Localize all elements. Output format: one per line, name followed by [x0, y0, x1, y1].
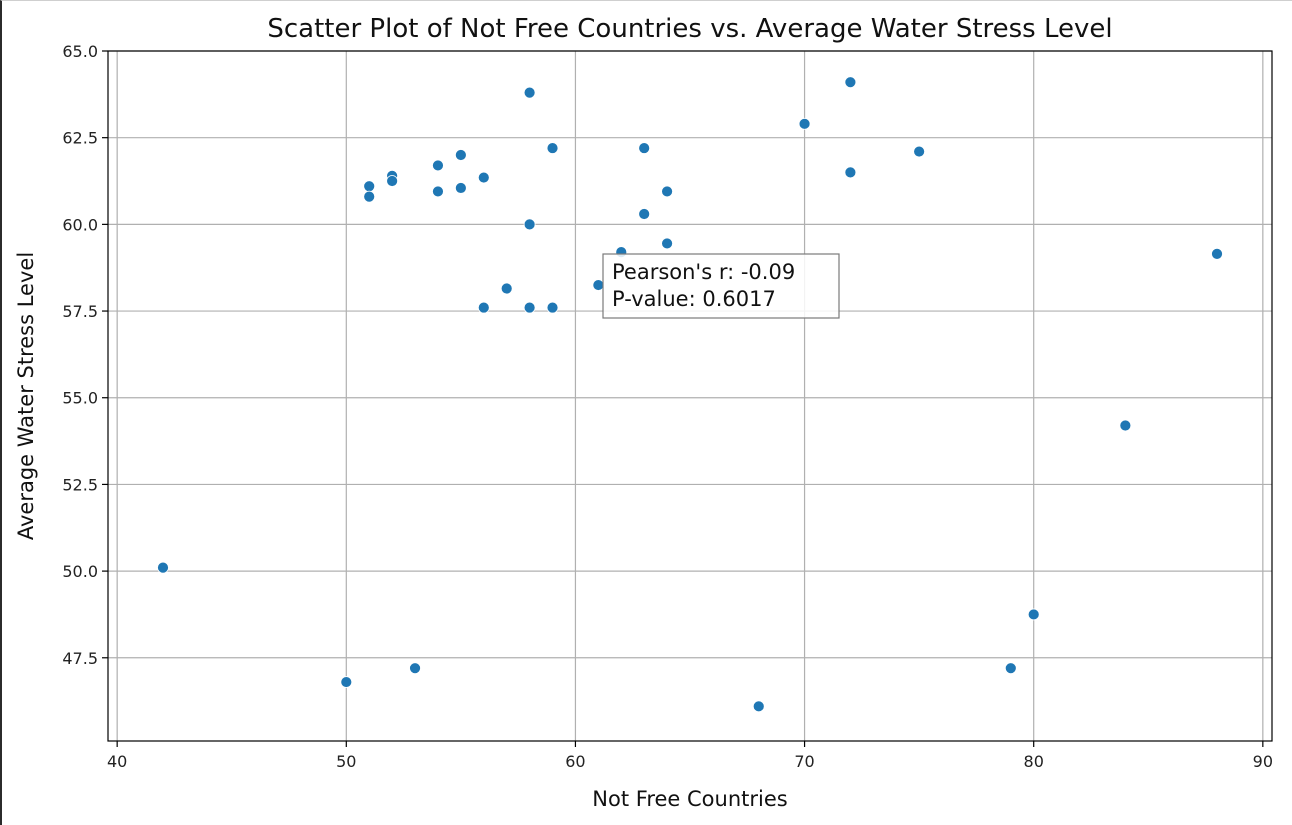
- y-tick-label: 62.5: [62, 129, 98, 148]
- data-point: [477, 171, 490, 184]
- grid-lines: [108, 50, 1272, 741]
- data-point: [340, 676, 353, 688]
- data-point: [844, 166, 857, 179]
- data-point: [913, 145, 926, 158]
- data-point: [1211, 247, 1223, 260]
- data-point: [1119, 419, 1132, 432]
- data-point: [752, 700, 765, 713]
- y-axis-label: Average Water Stress Level: [14, 252, 38, 540]
- data-point: [523, 218, 536, 231]
- data-point: [363, 190, 376, 203]
- data-point: [454, 182, 467, 194]
- annotation-p-value: P-value: 0.6017: [612, 287, 776, 311]
- data-point: [1027, 608, 1040, 621]
- data-point: [661, 185, 673, 198]
- data-point: [500, 282, 513, 295]
- data-point: [546, 301, 559, 314]
- data-point: [157, 561, 169, 574]
- y-axis-ticks: 47.5 50.0 52.5 55.0 57.5 60.0 62.5 65.0: [62, 42, 108, 668]
- data-point: [454, 149, 467, 161]
- correlation-annotation: Pearson's r: -0.09 P-value: 0.6017: [602, 253, 840, 319]
- x-tick-label: 80: [1024, 752, 1044, 771]
- data-point: [523, 301, 536, 314]
- data-point: [546, 142, 559, 154]
- data-point: [432, 159, 444, 172]
- x-axis-label: Not Free Countries: [592, 787, 787, 811]
- data-point: [386, 175, 399, 187]
- y-tick-label: 47.5: [62, 649, 98, 668]
- data-point: [523, 86, 536, 99]
- y-tick-label: 60.0: [62, 215, 98, 234]
- data-point: [798, 117, 811, 130]
- x-tick-label: 90: [1253, 752, 1273, 771]
- annotation-pearson-r: Pearson's r: -0.09: [612, 260, 795, 284]
- x-axis-ticks: 40 50 60 70 80 90: [107, 741, 1273, 771]
- data-point: [432, 185, 444, 198]
- data-point: [1004, 662, 1017, 675]
- data-points: [157, 76, 1223, 713]
- y-tick-label: 50.0: [62, 562, 98, 581]
- plot-area-border: [107, 50, 1273, 742]
- data-point: [638, 208, 651, 220]
- y-tick-label: 57.5: [62, 302, 98, 321]
- data-point: [661, 237, 673, 250]
- data-point: [363, 180, 376, 193]
- data-point: [477, 301, 490, 314]
- x-tick-label: 50: [336, 752, 356, 771]
- x-tick-label: 60: [565, 752, 585, 771]
- y-tick-label: 55.0: [62, 389, 98, 408]
- data-point: [638, 142, 651, 154]
- y-tick-label: 52.5: [62, 475, 98, 494]
- x-tick-label: 40: [107, 752, 127, 771]
- data-point: [844, 76, 857, 89]
- chart-title: Scatter Plot of Not Free Countries vs. A…: [267, 14, 1112, 44]
- annotation-box: [602, 253, 840, 319]
- y-tick-label: 65.0: [62, 42, 98, 61]
- data-point: [409, 662, 421, 675]
- x-tick-label: 70: [794, 752, 814, 771]
- data-point: [592, 279, 605, 291]
